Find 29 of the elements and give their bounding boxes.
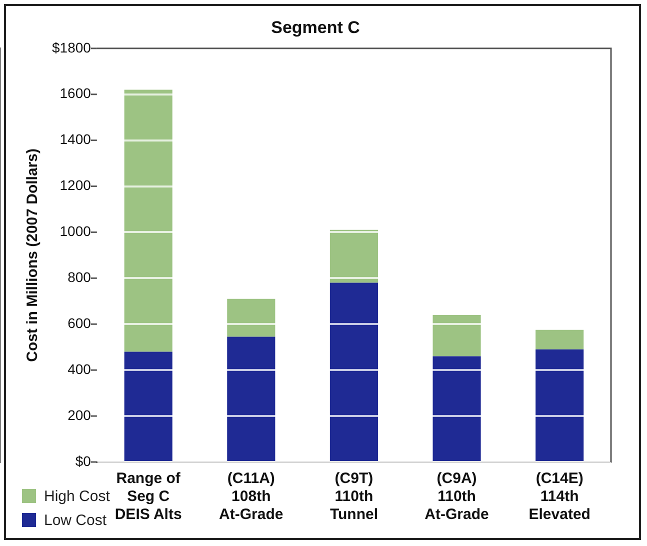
legend-label: Low Cost xyxy=(44,512,107,528)
y-tick-label: 800 xyxy=(68,269,92,286)
y-tick-label: $0 xyxy=(75,452,92,469)
bar xyxy=(432,356,481,461)
x-tick-label: (C14E) 114th Elevated xyxy=(528,470,590,524)
y-tick-label: 1000 xyxy=(60,223,92,240)
y-tick-label: 1400 xyxy=(60,131,92,148)
bar xyxy=(124,90,172,352)
x-tick-label: (C9A) 110th At-Grade xyxy=(424,470,489,524)
y-axis-title: Cost in Millions (2007 Dollars) xyxy=(24,148,42,362)
x-tick-label: (C11A) 108th At-Grade xyxy=(219,470,284,524)
y-tick-label: 400 xyxy=(68,360,92,377)
x-tick-label: Range of Seg C DEIS Alts xyxy=(114,470,182,524)
y-tick-label: $1800 xyxy=(52,39,92,56)
bar xyxy=(227,336,276,461)
y-tick-label: 1600 xyxy=(60,85,92,102)
y-tick-label: 200 xyxy=(68,406,92,423)
bar xyxy=(536,349,584,461)
bar xyxy=(432,314,481,356)
bar xyxy=(227,298,276,337)
y-tick-label: 1200 xyxy=(60,177,92,194)
chart-title: Segment C xyxy=(271,18,360,37)
y-tick-label: 600 xyxy=(68,314,92,331)
bar xyxy=(124,352,172,461)
bar xyxy=(536,330,584,350)
x-tick-label: (C9T) 110th Tunnel xyxy=(330,470,378,524)
legend-label: High Cost xyxy=(44,488,110,504)
bar xyxy=(330,230,378,283)
bar xyxy=(330,282,378,461)
